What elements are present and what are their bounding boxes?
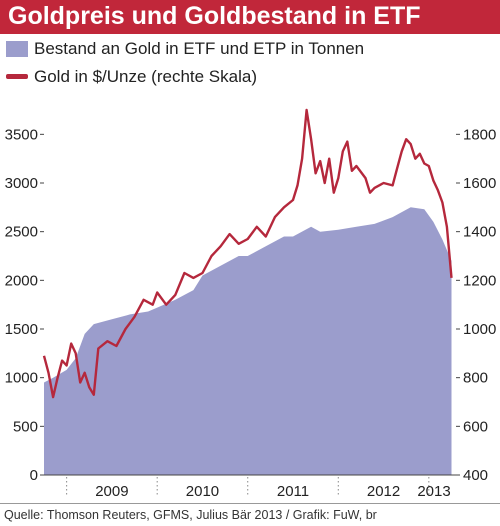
x-tick-label: 2013 (417, 483, 450, 500)
left-tick-label: 500 (13, 418, 38, 435)
right-tick-label: 1400 (463, 224, 496, 241)
x-tick-label: 2011 (277, 483, 309, 500)
left-tick-label: 2500 (5, 224, 38, 241)
series-line-gold-price (42, 108, 453, 399)
right-tick-label: 800 (463, 370, 488, 387)
left-tick-label: 1000 (5, 370, 38, 387)
left-tick-label: 1500 (5, 321, 38, 338)
left-tick-label: 0 (30, 467, 38, 484)
left-tick-label: 3500 (5, 126, 38, 143)
source-note: Quelle: Thomson Reuters, GFMS, Julius Bä… (4, 508, 377, 522)
legend-label-line: Gold in $/Unze (rechte Skala) (34, 67, 257, 86)
right-tick-label: 1800 (463, 126, 496, 143)
title-bar: Goldpreis und Goldbestand in ETF (0, 0, 500, 34)
right-tick-label: 1200 (463, 272, 496, 289)
legend-label-area: Bestand an Gold in ETF und ETP in Tonnen (34, 39, 365, 58)
right-tick-label: 400 (463, 467, 488, 484)
right-tick-label: 1000 (463, 321, 496, 338)
x-tick-label: 2010 (186, 483, 219, 500)
bottom-rule (0, 503, 500, 504)
chart-title: Goldpreis und Goldbestand in ETF (8, 2, 421, 30)
right-tick-label: 1600 (463, 175, 496, 192)
chart-plot: 0 500 1000 1500 2000 2500 3000 3500 400 600 800 100… (5, 108, 496, 500)
x-tick-label: 2012 (367, 483, 400, 500)
left-tick-label: 2000 (5, 272, 38, 289)
left-tick-label: 3000 (5, 175, 38, 192)
x-tick-label: 2009 (95, 483, 128, 500)
series-area-etf-holdings (44, 207, 452, 476)
legend-swatch-area (6, 41, 28, 57)
right-tick-label: 600 (463, 418, 488, 435)
legend-swatch-line (6, 74, 28, 79)
